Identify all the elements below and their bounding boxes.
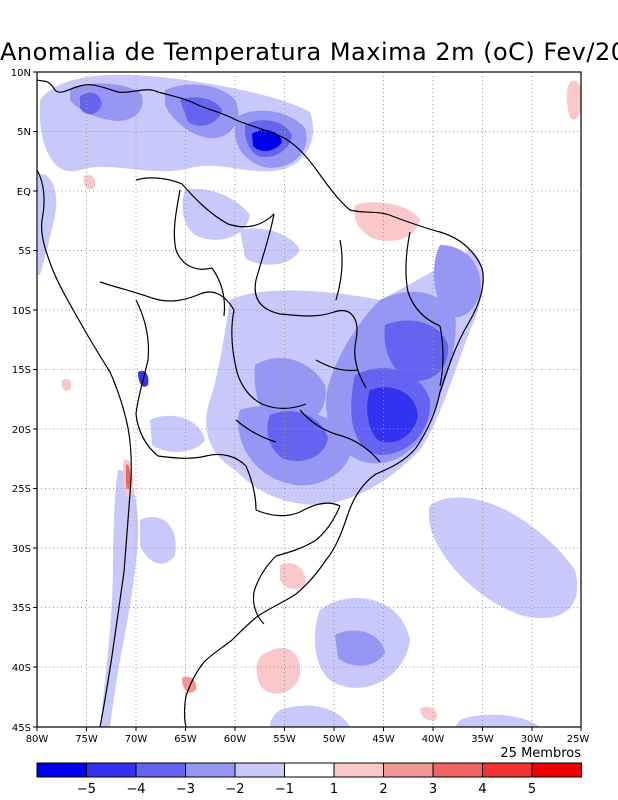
longitude-labels: 80W 75W 70W 65W 60W 55W 50W 45W 40W 35W … <box>26 734 590 745</box>
lon-label: 70W <box>125 734 148 745</box>
members-note: 25 Membros <box>500 746 581 761</box>
lat-label: EQ <box>17 187 31 198</box>
latitude-labels: 10N 5N EQ 5S 10S 15S 20S 25S 30S 35S 40S… <box>11 68 31 734</box>
lon-label: 50W <box>323 734 346 745</box>
lat-label: 25S <box>12 484 31 495</box>
lat-label: 45S <box>12 723 31 734</box>
lon-label: 45W <box>372 734 395 745</box>
colorbar-swatch <box>234 762 285 778</box>
colorbar-label: −1 <box>275 782 294 797</box>
lat-label: 20S <box>12 425 31 436</box>
colorbar-swatch <box>482 762 533 778</box>
colorbar-label: 4 <box>478 782 486 797</box>
lat-label: 35S <box>12 603 31 614</box>
colorbar-label: −2 <box>225 782 244 797</box>
colorbar-swatch <box>383 762 434 778</box>
colorbar-swatch <box>135 762 186 778</box>
colorbar-swatch <box>86 762 137 778</box>
lat-label: 10S <box>12 306 31 317</box>
lat-label: 15S <box>12 365 31 376</box>
colorbar-swatch <box>185 762 236 778</box>
ticks <box>33 71 582 731</box>
colorbar-swatch <box>284 762 335 778</box>
lon-label: 40W <box>422 734 445 745</box>
lat-label: 10N <box>11 68 31 79</box>
colorbar-swatch <box>531 762 582 778</box>
lat-label: 5S <box>18 246 31 257</box>
lon-label: 55W <box>273 734 296 745</box>
lon-label: 30W <box>521 734 544 745</box>
colorbar-label: 1 <box>330 782 338 797</box>
lat-lon-grid <box>37 72 581 727</box>
anomaly-shading <box>38 74 581 727</box>
lon-label: 35W <box>471 734 494 745</box>
colorbar-label: 2 <box>379 782 387 797</box>
colorbar-label: 3 <box>429 782 437 797</box>
lon-label: 60W <box>224 734 247 745</box>
lon-label: 80W <box>26 734 49 745</box>
lat-label: 40S <box>12 663 31 674</box>
colorbar-swatch <box>36 762 87 778</box>
lon-label: 75W <box>75 734 98 745</box>
coastlines-borders <box>37 79 484 727</box>
colorbar-label: −5 <box>77 782 96 797</box>
colorbar-label: 5 <box>528 782 536 797</box>
lon-label: 65W <box>174 734 197 745</box>
map-frame <box>36 71 582 728</box>
colorbar-labels: −5 −4 −3 −2 −1 1 2 3 4 5 <box>77 782 536 797</box>
lon-label: 25W <box>567 734 590 745</box>
colorbar-label: −4 <box>126 782 145 797</box>
map-title: Anomalia de Temperatura Maxima 2m (oC) F… <box>0 38 618 66</box>
colorbar-swatch <box>432 762 483 778</box>
lat-label: 30S <box>12 544 31 555</box>
colorbar-label: −3 <box>176 782 195 797</box>
colorbar-swatch <box>333 762 384 778</box>
lat-label: 5N <box>17 127 31 138</box>
colorbar <box>36 762 582 778</box>
